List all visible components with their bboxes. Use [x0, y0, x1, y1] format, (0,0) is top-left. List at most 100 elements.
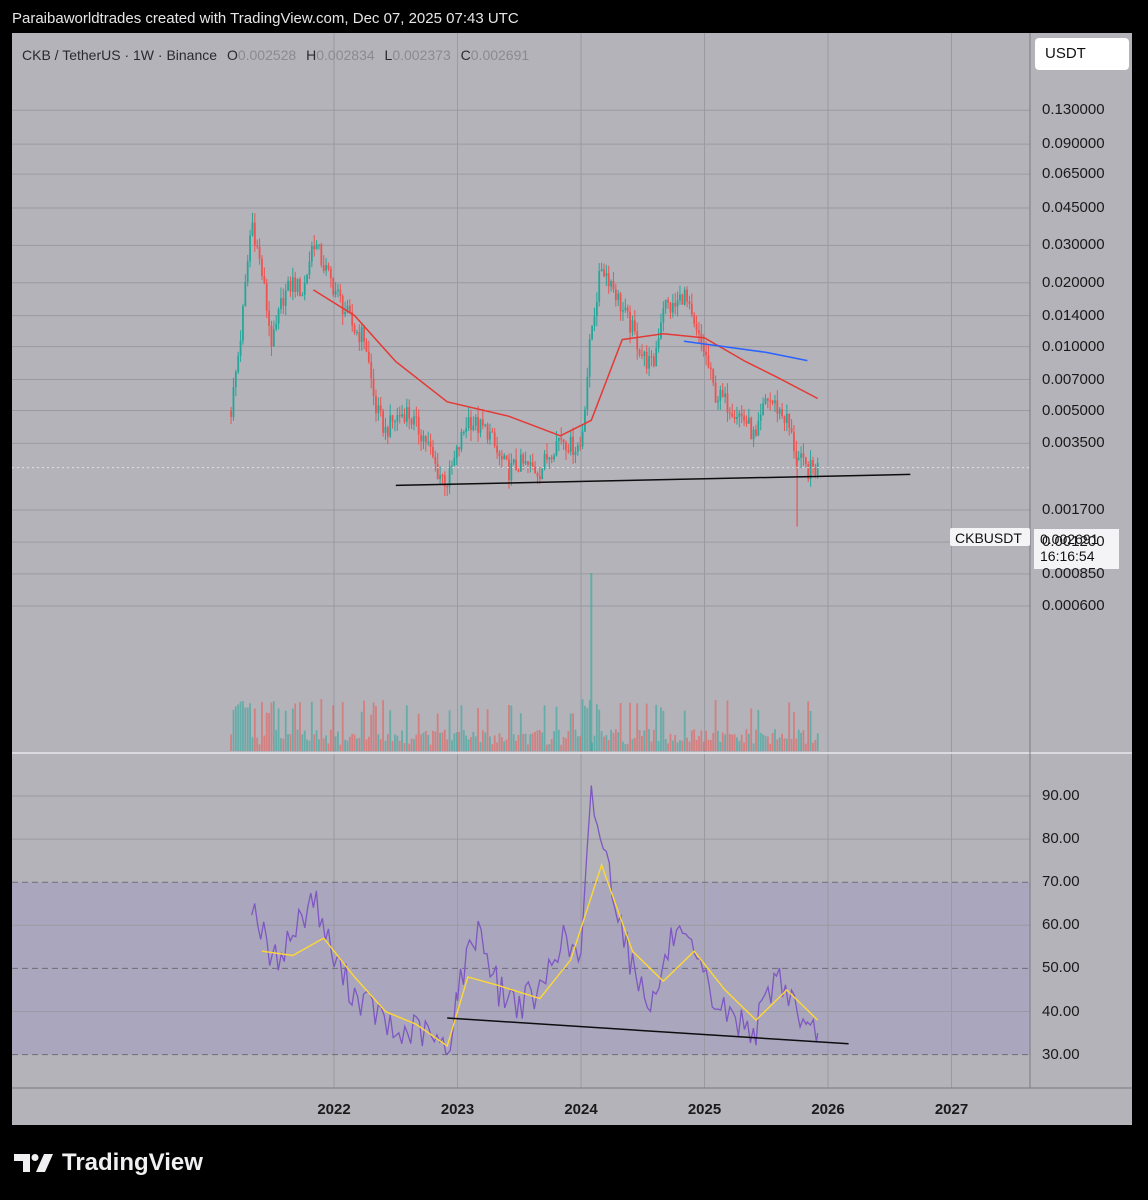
- candle-body: [733, 416, 736, 420]
- candle-body: [790, 428, 793, 433]
- volume-bar: [389, 710, 392, 751]
- candle-body: [439, 475, 441, 480]
- volume-bar: [294, 703, 297, 751]
- volume-bar: [714, 699, 717, 751]
- volume-bar: [439, 733, 441, 751]
- volume-bar: [263, 735, 266, 751]
- volume-bar: [360, 711, 363, 751]
- volume-bar: [731, 734, 734, 751]
- volume-bar: [603, 736, 605, 751]
- volume-bar: [667, 743, 669, 751]
- volume-bar: [282, 738, 285, 751]
- candle-body: [379, 405, 382, 411]
- volume-bar: [543, 705, 546, 751]
- candle-body: [517, 469, 520, 472]
- candle-body: [434, 456, 437, 464]
- volume-bar: [351, 733, 354, 751]
- candle-body: [688, 301, 691, 304]
- volume-bar: [284, 710, 287, 751]
- candle-body: [648, 356, 650, 369]
- volume-bar: [795, 738, 798, 751]
- candle-body: [812, 460, 814, 468]
- volume-bar: [657, 740, 660, 751]
- volume-bar: [688, 741, 691, 751]
- volume-bar: [807, 701, 810, 751]
- volume-bar: [681, 740, 684, 751]
- tradingview-footer[interactable]: TradingView: [14, 1149, 203, 1176]
- volume-bar: [683, 710, 686, 751]
- volume-bar: [531, 733, 534, 751]
- candle-body: [417, 416, 420, 435]
- candle-body: [384, 427, 387, 433]
- volume-bar: [536, 730, 539, 751]
- candle-body: [724, 393, 726, 398]
- volume-bar: [524, 733, 527, 751]
- volume-bar: [776, 739, 779, 751]
- currency-button[interactable]: USDT: [1035, 38, 1129, 70]
- candle-body: [472, 425, 475, 431]
- candle-body: [771, 400, 774, 404]
- candle-body: [795, 451, 798, 460]
- candle-body: [493, 432, 496, 446]
- candle-body: [296, 278, 299, 292]
- volume-bar: [356, 738, 358, 751]
- chart-canvas[interactable]: [12, 33, 1132, 1125]
- candle-body: [586, 376, 589, 410]
- last-price-box: 0.002691 16:16:54: [1034, 529, 1119, 569]
- candle-body: [804, 457, 807, 465]
- volume-bar: [394, 734, 396, 751]
- volume-bar: [781, 733, 783, 751]
- candle-body: [505, 455, 508, 460]
- rsi-tick-label: 70.00: [1042, 873, 1080, 891]
- candle-body: [496, 445, 498, 453]
- volume-bar: [239, 701, 242, 751]
- candle-body: [709, 367, 712, 370]
- volume-bar: [234, 706, 237, 751]
- candle-body: [510, 462, 513, 481]
- volume-bar: [778, 737, 781, 751]
- volume-bar: [719, 741, 722, 751]
- volume-bar: [595, 704, 598, 751]
- candle-body: [783, 416, 786, 423]
- volume-bar: [453, 733, 456, 751]
- candle-body: [353, 325, 356, 333]
- candle-body: [591, 325, 593, 340]
- candle-body: [638, 349, 641, 355]
- rsi-trendline: [447, 1017, 849, 1045]
- volume-bar: [375, 706, 377, 751]
- volume-bar: [299, 702, 301, 751]
- legend-open-value: 0.002528: [237, 47, 297, 63]
- candle-body: [413, 416, 415, 425]
- candle-body: [743, 415, 745, 421]
- time-tick-label: 2024: [564, 1101, 598, 1118]
- volume-bar: [529, 734, 532, 751]
- volume-bar: [275, 729, 278, 751]
- candle-body: [408, 407, 411, 419]
- candle-body: [652, 356, 655, 367]
- volume-bar: [365, 739, 368, 751]
- price-tick-label: 0.001200: [1042, 533, 1105, 551]
- candle-body: [538, 476, 541, 480]
- candle-body: [633, 320, 636, 332]
- candle-body: [529, 462, 532, 465]
- volume-bar: [415, 734, 418, 751]
- candle-body: [512, 459, 515, 463]
- candle-body: [237, 355, 240, 372]
- tradingview-brand: TradingView: [62, 1149, 203, 1176]
- volume-bar: [251, 737, 254, 751]
- volume-bar: [686, 737, 688, 751]
- volume-bar: [451, 740, 453, 751]
- candle-body: [365, 341, 368, 352]
- candle-body: [451, 465, 453, 467]
- volume-bar: [424, 730, 427, 751]
- candle-body: [394, 421, 396, 423]
- volume-bar: [674, 735, 677, 751]
- candle-body: [287, 280, 289, 291]
- volume-bar: [631, 739, 634, 751]
- price-tick-label: 0.014000: [1042, 306, 1105, 324]
- candle-body: [679, 294, 681, 301]
- volume-bar: [517, 734, 520, 751]
- volume-bar: [771, 733, 774, 751]
- candle-body: [655, 348, 658, 367]
- candle-body: [683, 289, 686, 305]
